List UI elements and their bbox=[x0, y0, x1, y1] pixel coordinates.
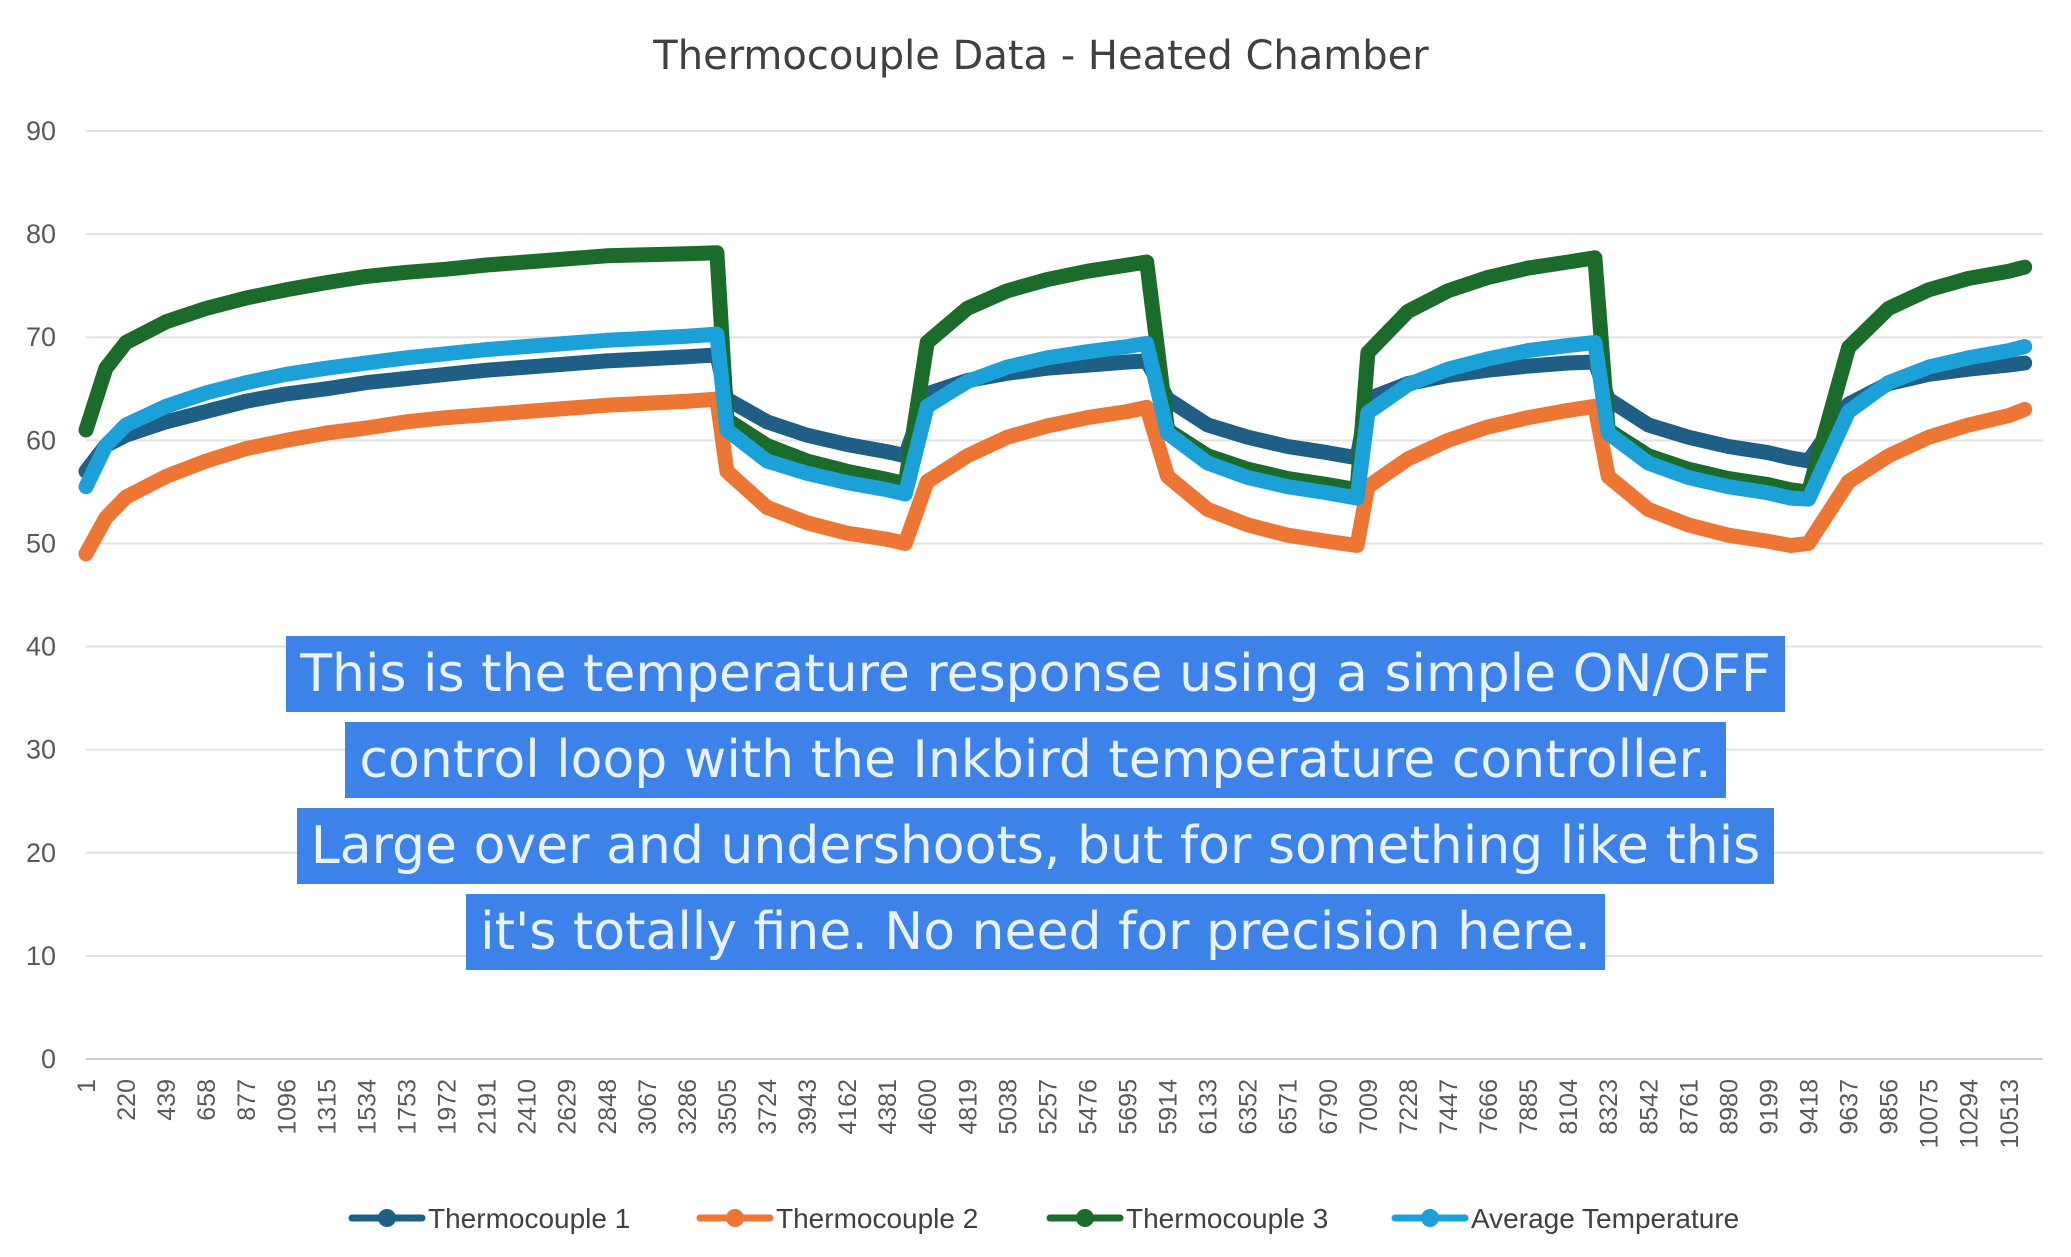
x-tick-label: 2629 bbox=[554, 1079, 582, 1135]
y-tick-label: 40 bbox=[26, 632, 56, 662]
video-caption: This is the temperature response using a… bbox=[0, 636, 2071, 980]
x-tick-label: 5257 bbox=[1034, 1079, 1062, 1135]
x-tick-label: 3505 bbox=[714, 1079, 742, 1135]
x-tick-label: 6133 bbox=[1195, 1079, 1223, 1135]
caption-text: This is the temperature response using a… bbox=[286, 636, 1785, 712]
legend-label: Thermocouple 1 bbox=[428, 1203, 630, 1234]
legend-label: Thermocouple 2 bbox=[776, 1203, 978, 1234]
x-tick-label: 8761 bbox=[1675, 1079, 1703, 1135]
x-tick-label: 6790 bbox=[1315, 1079, 1343, 1135]
x-tick-label: 3067 bbox=[634, 1079, 662, 1135]
x-axis-ticks: 1 220 439 658 877 1096 1315 1534 1753 1972 2191 241… bbox=[73, 1079, 2024, 1149]
y-axis-ticks: 0 10 20 30 40 50 60 70 80 90 bbox=[26, 116, 56, 1074]
legend-swatch-marker bbox=[1421, 1209, 1439, 1227]
x-tick-label: 10075 bbox=[1916, 1079, 1944, 1149]
x-tick-label: 10513 bbox=[1996, 1079, 2024, 1149]
x-tick-label: 9856 bbox=[1876, 1079, 1904, 1135]
legend-label: Average Temperature bbox=[1471, 1203, 1739, 1234]
x-tick-label: 10294 bbox=[1956, 1079, 1984, 1149]
x-tick-label: 2191 bbox=[474, 1079, 502, 1135]
legend-item: Thermocouple 3 bbox=[1046, 1203, 1328, 1234]
legend-swatch-marker bbox=[726, 1209, 744, 1227]
x-tick-label: 220 bbox=[113, 1079, 141, 1121]
legend-label: Thermocouple 3 bbox=[1126, 1203, 1328, 1234]
x-tick-label: 1315 bbox=[313, 1079, 341, 1135]
chart-title: Thermocouple Data - Heated Chamber bbox=[652, 33, 1429, 79]
x-tick-label: 4600 bbox=[914, 1079, 942, 1135]
caption-line: This is the temperature response using a… bbox=[0, 636, 2071, 712]
x-tick-label: 4162 bbox=[834, 1079, 862, 1135]
series-line bbox=[78, 245, 2033, 500]
y-tick-label: 20 bbox=[26, 838, 56, 868]
x-tick-label: 1534 bbox=[353, 1079, 381, 1135]
caption-line: it's totally fine. No need for precision… bbox=[0, 894, 2071, 970]
x-tick-label: 7228 bbox=[1395, 1079, 1423, 1135]
x-tick-label: 7009 bbox=[1355, 1079, 1383, 1135]
x-tick-label: 658 bbox=[193, 1079, 221, 1121]
series-line bbox=[78, 347, 2033, 479]
x-tick-label: 3943 bbox=[794, 1079, 822, 1135]
x-tick-label: 3724 bbox=[754, 1079, 782, 1135]
caption-line: control loop with the Inkbird temperatur… bbox=[0, 722, 2071, 798]
x-tick-label: 8323 bbox=[1595, 1079, 1623, 1135]
x-tick-label: 6352 bbox=[1235, 1079, 1263, 1135]
x-tick-label: 7447 bbox=[1435, 1079, 1463, 1135]
caption-line: Large over and undershoots, but for some… bbox=[0, 808, 2071, 884]
x-tick-label: 7885 bbox=[1515, 1079, 1543, 1135]
series-lines bbox=[78, 245, 2033, 562]
y-tick-label: 90 bbox=[26, 116, 56, 146]
x-tick-label: 1 bbox=[73, 1079, 101, 1093]
caption-text: Large over and undershoots, but for some… bbox=[296, 808, 1775, 884]
x-tick-label: 1096 bbox=[273, 1079, 301, 1135]
x-tick-label: 5476 bbox=[1074, 1079, 1102, 1135]
legend-item: Thermocouple 2 bbox=[696, 1203, 978, 1234]
x-tick-label: 5695 bbox=[1115, 1079, 1143, 1135]
y-tick-label: 80 bbox=[26, 219, 56, 249]
caption-text: control loop with the Inkbird temperatur… bbox=[345, 722, 1726, 798]
legend-swatch-marker bbox=[378, 1209, 396, 1227]
y-tick-label: 10 bbox=[26, 941, 56, 971]
x-tick-label: 2848 bbox=[594, 1079, 622, 1135]
x-tick-label: 877 bbox=[233, 1079, 261, 1121]
x-tick-label: 4381 bbox=[874, 1079, 902, 1135]
y-tick-label: 0 bbox=[41, 1044, 56, 1074]
series-line bbox=[78, 326, 2033, 507]
series-line bbox=[78, 391, 2033, 562]
x-tick-label: 5038 bbox=[994, 1079, 1022, 1135]
x-tick-label: 1972 bbox=[434, 1079, 462, 1135]
x-tick-label: 439 bbox=[153, 1079, 181, 1121]
x-tick-label: 8542 bbox=[1635, 1079, 1663, 1135]
caption-text: it's totally fine. No need for precision… bbox=[466, 894, 1605, 970]
legend: Thermocouple 1 Thermocouple 2 Thermocouple… bbox=[348, 1203, 1739, 1234]
x-tick-label: 2410 bbox=[514, 1079, 542, 1135]
y-tick-label: 30 bbox=[26, 735, 56, 765]
legend-swatch-marker bbox=[1076, 1209, 1094, 1227]
x-tick-label: 1753 bbox=[393, 1079, 421, 1135]
x-tick-label: 9418 bbox=[1796, 1079, 1824, 1135]
x-tick-label: 8104 bbox=[1555, 1079, 1583, 1135]
x-tick-label: 4819 bbox=[954, 1079, 982, 1135]
x-tick-label: 9199 bbox=[1755, 1079, 1783, 1135]
x-tick-label: 8980 bbox=[1715, 1079, 1743, 1135]
x-tick-label: 9637 bbox=[1836, 1079, 1864, 1135]
y-tick-label: 70 bbox=[26, 322, 56, 352]
legend-item: Average Temperature bbox=[1391, 1203, 1739, 1234]
x-tick-label: 5914 bbox=[1155, 1079, 1183, 1135]
x-tick-label: 7666 bbox=[1475, 1079, 1503, 1135]
y-tick-label: 50 bbox=[26, 528, 56, 558]
y-tick-label: 60 bbox=[26, 425, 56, 455]
legend-item: Thermocouple 1 bbox=[348, 1203, 630, 1234]
x-tick-label: 6571 bbox=[1275, 1079, 1303, 1135]
x-tick-label: 3286 bbox=[674, 1079, 702, 1135]
